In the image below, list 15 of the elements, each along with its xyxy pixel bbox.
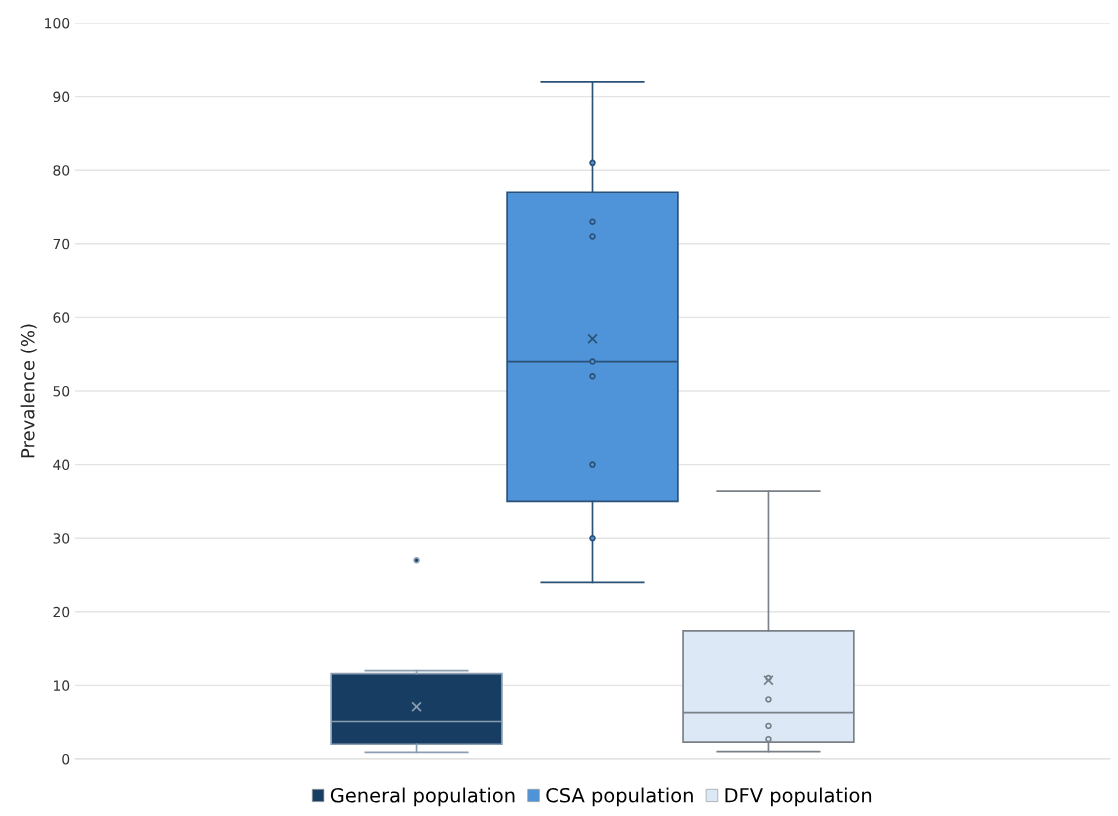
legend-label: CSA population — [546, 787, 693, 807]
y-tick-label: 50 — [53, 385, 70, 397]
legend-label: DFV population — [725, 787, 872, 807]
y-tick-label: 80 — [53, 165, 70, 176]
legend-label: General population — [330, 787, 515, 807]
y-tick-label: 70 — [53, 238, 70, 250]
y-tick-label: 10 — [53, 680, 70, 691]
y-tick-label: 90 — [53, 91, 70, 103]
y-tick-label: 30 — [53, 533, 70, 544]
y-tick-label: 20 — [53, 606, 70, 618]
y-tick-label: 60 — [53, 312, 70, 323]
y-tick-label: 100 — [45, 17, 70, 29]
y-tick-label: 40 — [53, 459, 70, 471]
y-tick-label: 0 — [62, 753, 70, 765]
y-axis-title: Prevalence (%) — [20, 324, 37, 458]
